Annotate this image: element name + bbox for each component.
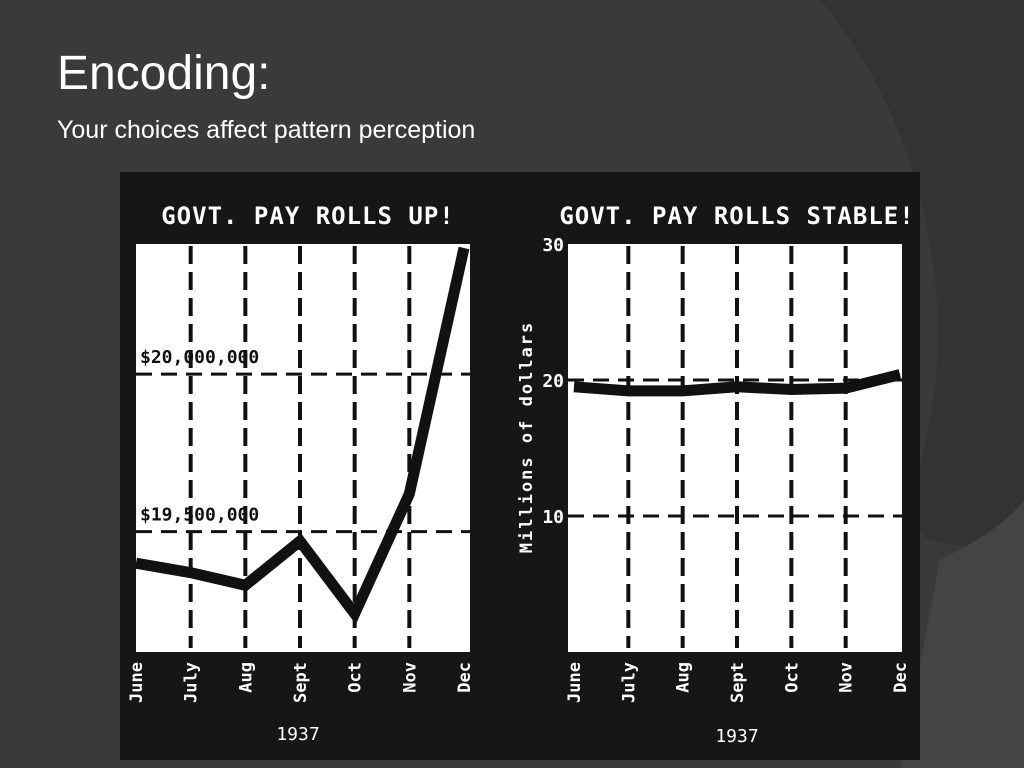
- slide-subtitle: Your choices affect pattern perception: [57, 116, 476, 144]
- right-y-tick-20: 20: [542, 371, 564, 392]
- chart-right-title: GOVT. PAY ROLLS STABLE!: [559, 202, 914, 230]
- right-x-tick-oct: Oct: [782, 662, 802, 693]
- right-x-tick-dec: Dec: [891, 662, 911, 693]
- left-x-tick-oct: Oct: [346, 662, 366, 693]
- left-x-tick-nov: Nov: [400, 662, 420, 693]
- left-reference-label-1: $19,500,000: [140, 505, 259, 526]
- right-x-tick-june: June: [565, 662, 585, 703]
- right-x-tick-sept: Sept: [728, 662, 748, 703]
- slide-title: Encoding:: [57, 47, 271, 100]
- right-x-tick-july: July: [619, 662, 639, 703]
- left-reference-label-0: $20,000,000: [140, 347, 259, 368]
- chart-right-year: 1937: [715, 726, 758, 747]
- right-x-tick-nov: Nov: [837, 662, 857, 693]
- charts-svg: GOVT. PAY ROLLS UP! $20,000,000 $19,500,0…: [127, 202, 914, 747]
- left-x-tick-sept: Sept: [291, 662, 311, 703]
- chart-figure: GOVT. PAY ROLLS UP! $20,000,000 $19,500,0…: [120, 172, 920, 760]
- left-x-tick-aug: Aug: [236, 662, 256, 693]
- chart-right-y-axis-label: Millions of dollars: [517, 321, 537, 553]
- chart-left-title: GOVT. PAY ROLLS UP!: [161, 202, 455, 230]
- right-y-tick-30: 30: [542, 235, 564, 256]
- left-x-tick-july: July: [182, 662, 202, 703]
- chart-left: GOVT. PAY ROLLS UP! $20,000,000 $19,500,0…: [127, 202, 475, 745]
- chart-right: GOVT. PAY ROLLS STABLE! Millions of doll…: [517, 202, 914, 747]
- left-x-tick-dec: Dec: [455, 662, 475, 693]
- chart-left-year: 1937: [276, 724, 319, 745]
- left-x-tick-june: June: [127, 662, 147, 703]
- right-x-tick-aug: Aug: [674, 662, 694, 693]
- right-y-tick-10: 10: [542, 507, 564, 528]
